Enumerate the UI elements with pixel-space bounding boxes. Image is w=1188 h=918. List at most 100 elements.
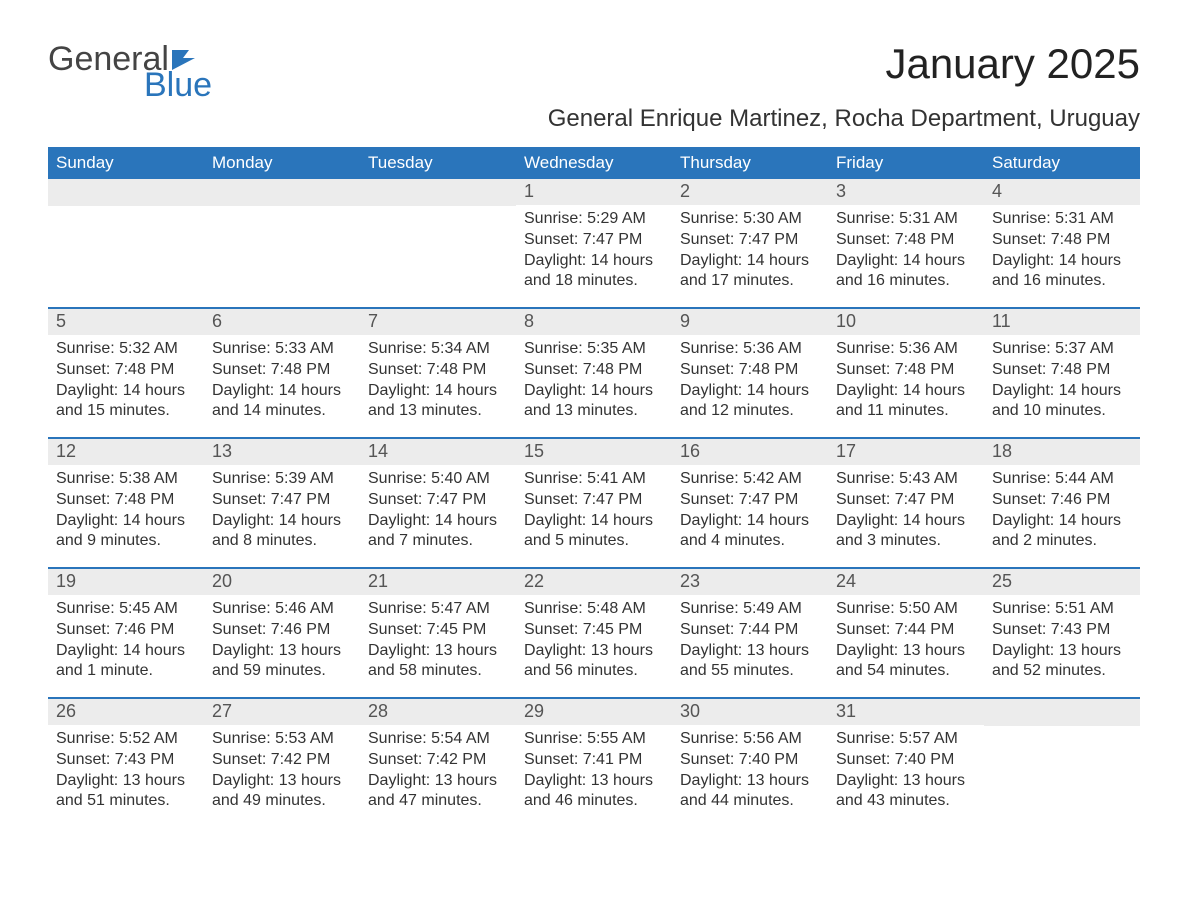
- sunset-text: Sunset: 7:48 PM: [524, 360, 664, 381]
- calendar-day: 18Sunrise: 5:44 AMSunset: 7:46 PMDayligh…: [984, 438, 1140, 568]
- col-wednesday: Wednesday: [516, 147, 672, 179]
- day-details: Sunrise: 5:34 AMSunset: 7:48 PMDaylight:…: [360, 335, 516, 428]
- sunset-text: Sunset: 7:48 PM: [836, 360, 976, 381]
- calendar-day: 12Sunrise: 5:38 AMSunset: 7:48 PMDayligh…: [48, 438, 204, 568]
- sunset-text: Sunset: 7:45 PM: [524, 620, 664, 641]
- sunrise-text: Sunrise: 5:31 AM: [992, 209, 1132, 230]
- daylight-text: Daylight: 13 hours and 59 minutes.: [212, 641, 352, 683]
- daylight-text: Daylight: 13 hours and 58 minutes.: [368, 641, 508, 683]
- day-number: 27: [204, 699, 360, 725]
- calendar-day: 2Sunrise: 5:30 AMSunset: 7:47 PMDaylight…: [672, 179, 828, 308]
- location-subtitle: General Enrique Martinez, Rocha Departme…: [48, 105, 1140, 133]
- sunset-text: Sunset: 7:48 PM: [992, 230, 1132, 251]
- calendar-day: 11Sunrise: 5:37 AMSunset: 7:48 PMDayligh…: [984, 308, 1140, 438]
- day-number: 18: [984, 439, 1140, 465]
- sunrise-text: Sunrise: 5:31 AM: [836, 209, 976, 230]
- daylight-text: Daylight: 14 hours and 16 minutes.: [836, 251, 976, 293]
- day-details: Sunrise: 5:42 AMSunset: 7:47 PMDaylight:…: [672, 465, 828, 558]
- daylight-text: Daylight: 13 hours and 54 minutes.: [836, 641, 976, 683]
- day-number: 14: [360, 439, 516, 465]
- day-number: 8: [516, 309, 672, 335]
- sunrise-text: Sunrise: 5:43 AM: [836, 469, 976, 490]
- sunrise-text: Sunrise: 5:37 AM: [992, 339, 1132, 360]
- day-number: 31: [828, 699, 984, 725]
- calendar-day: 26Sunrise: 5:52 AMSunset: 7:43 PMDayligh…: [48, 698, 204, 827]
- day-number: 22: [516, 569, 672, 595]
- calendar-day: 17Sunrise: 5:43 AMSunset: 7:47 PMDayligh…: [828, 438, 984, 568]
- day-number: 28: [360, 699, 516, 725]
- day-details: Sunrise: 5:56 AMSunset: 7:40 PMDaylight:…: [672, 725, 828, 818]
- calendar-day: 3Sunrise: 5:31 AMSunset: 7:48 PMDaylight…: [828, 179, 984, 308]
- daylight-text: Daylight: 14 hours and 2 minutes.: [992, 511, 1132, 553]
- day-number: 9: [672, 309, 828, 335]
- sunrise-text: Sunrise: 5:42 AM: [680, 469, 820, 490]
- sunrise-text: Sunrise: 5:33 AM: [212, 339, 352, 360]
- day-number: 29: [516, 699, 672, 725]
- sunset-text: Sunset: 7:43 PM: [992, 620, 1132, 641]
- calendar-week: 19Sunrise: 5:45 AMSunset: 7:46 PMDayligh…: [48, 568, 1140, 698]
- sunrise-text: Sunrise: 5:36 AM: [680, 339, 820, 360]
- day-details: Sunrise: 5:31 AMSunset: 7:48 PMDaylight:…: [828, 205, 984, 298]
- day-details: Sunrise: 5:33 AMSunset: 7:48 PMDaylight:…: [204, 335, 360, 428]
- calendar-day: 6Sunrise: 5:33 AMSunset: 7:48 PMDaylight…: [204, 308, 360, 438]
- calendar-day: 23Sunrise: 5:49 AMSunset: 7:44 PMDayligh…: [672, 568, 828, 698]
- day-details: Sunrise: 5:46 AMSunset: 7:46 PMDaylight:…: [204, 595, 360, 688]
- day-details: Sunrise: 5:45 AMSunset: 7:46 PMDaylight:…: [48, 595, 204, 688]
- sunrise-text: Sunrise: 5:40 AM: [368, 469, 508, 490]
- calendar-day: [360, 179, 516, 308]
- daylight-text: Daylight: 14 hours and 1 minute.: [56, 641, 196, 683]
- sunset-text: Sunset: 7:47 PM: [680, 230, 820, 251]
- daylight-text: Daylight: 14 hours and 17 minutes.: [680, 251, 820, 293]
- calendar-day: [984, 698, 1140, 827]
- day-number: 21: [360, 569, 516, 595]
- sunset-text: Sunset: 7:42 PM: [212, 750, 352, 771]
- sunset-text: Sunset: 7:44 PM: [680, 620, 820, 641]
- day-number: 26: [48, 699, 204, 725]
- day-number: 11: [984, 309, 1140, 335]
- daylight-text: Daylight: 14 hours and 14 minutes.: [212, 381, 352, 423]
- calendar-day: [48, 179, 204, 308]
- calendar-week: 1Sunrise: 5:29 AMSunset: 7:47 PMDaylight…: [48, 179, 1140, 308]
- day-details: Sunrise: 5:36 AMSunset: 7:48 PMDaylight:…: [672, 335, 828, 428]
- calendar-week: 12Sunrise: 5:38 AMSunset: 7:48 PMDayligh…: [48, 438, 1140, 568]
- sunrise-text: Sunrise: 5:49 AM: [680, 599, 820, 620]
- daylight-text: Daylight: 14 hours and 12 minutes.: [680, 381, 820, 423]
- calendar-day: 19Sunrise: 5:45 AMSunset: 7:46 PMDayligh…: [48, 568, 204, 698]
- sunset-text: Sunset: 7:48 PM: [680, 360, 820, 381]
- daylight-text: Daylight: 13 hours and 56 minutes.: [524, 641, 664, 683]
- sunrise-text: Sunrise: 5:32 AM: [56, 339, 196, 360]
- daylight-text: Daylight: 13 hours and 47 minutes.: [368, 771, 508, 813]
- calendar-day: 25Sunrise: 5:51 AMSunset: 7:43 PMDayligh…: [984, 568, 1140, 698]
- sunset-text: Sunset: 7:45 PM: [368, 620, 508, 641]
- daylight-text: Daylight: 13 hours and 46 minutes.: [524, 771, 664, 813]
- sunset-text: Sunset: 7:47 PM: [524, 490, 664, 511]
- sunset-text: Sunset: 7:47 PM: [680, 490, 820, 511]
- day-details: Sunrise: 5:44 AMSunset: 7:46 PMDaylight:…: [984, 465, 1140, 558]
- day-details: Sunrise: 5:57 AMSunset: 7:40 PMDaylight:…: [828, 725, 984, 818]
- day-details: Sunrise: 5:40 AMSunset: 7:47 PMDaylight:…: [360, 465, 516, 558]
- day-details: Sunrise: 5:31 AMSunset: 7:48 PMDaylight:…: [984, 205, 1140, 298]
- daylight-text: Daylight: 14 hours and 13 minutes.: [524, 381, 664, 423]
- calendar-day: 29Sunrise: 5:55 AMSunset: 7:41 PMDayligh…: [516, 698, 672, 827]
- sunset-text: Sunset: 7:46 PM: [56, 620, 196, 641]
- day-number: [984, 699, 1140, 726]
- daylight-text: Daylight: 14 hours and 16 minutes.: [992, 251, 1132, 293]
- sunset-text: Sunset: 7:47 PM: [368, 490, 508, 511]
- calendar-day: 27Sunrise: 5:53 AMSunset: 7:42 PMDayligh…: [204, 698, 360, 827]
- day-number: 20: [204, 569, 360, 595]
- sunset-text: Sunset: 7:48 PM: [56, 490, 196, 511]
- daylight-text: Daylight: 14 hours and 11 minutes.: [836, 381, 976, 423]
- day-number: 17: [828, 439, 984, 465]
- header-row: Sunday Monday Tuesday Wednesday Thursday…: [48, 147, 1140, 179]
- sunset-text: Sunset: 7:41 PM: [524, 750, 664, 771]
- col-tuesday: Tuesday: [360, 147, 516, 179]
- calendar-day: 31Sunrise: 5:57 AMSunset: 7:40 PMDayligh…: [828, 698, 984, 827]
- sunset-text: Sunset: 7:42 PM: [368, 750, 508, 771]
- sunrise-text: Sunrise: 5:57 AM: [836, 729, 976, 750]
- sunrise-text: Sunrise: 5:47 AM: [368, 599, 508, 620]
- day-number: 25: [984, 569, 1140, 595]
- sunset-text: Sunset: 7:43 PM: [56, 750, 196, 771]
- calendar-day: 22Sunrise: 5:48 AMSunset: 7:45 PMDayligh…: [516, 568, 672, 698]
- calendar-day: 10Sunrise: 5:36 AMSunset: 7:48 PMDayligh…: [828, 308, 984, 438]
- calendar-day: 4Sunrise: 5:31 AMSunset: 7:48 PMDaylight…: [984, 179, 1140, 308]
